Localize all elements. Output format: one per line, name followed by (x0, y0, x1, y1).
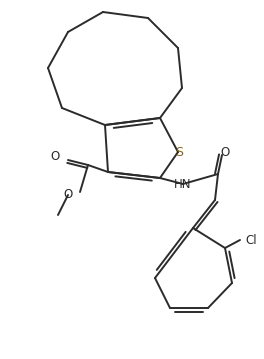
Text: O: O (220, 146, 230, 159)
Text: O: O (50, 150, 60, 163)
Text: S: S (175, 145, 183, 159)
Text: O: O (63, 188, 73, 201)
Text: HN: HN (174, 177, 192, 191)
Text: Cl: Cl (245, 233, 257, 247)
